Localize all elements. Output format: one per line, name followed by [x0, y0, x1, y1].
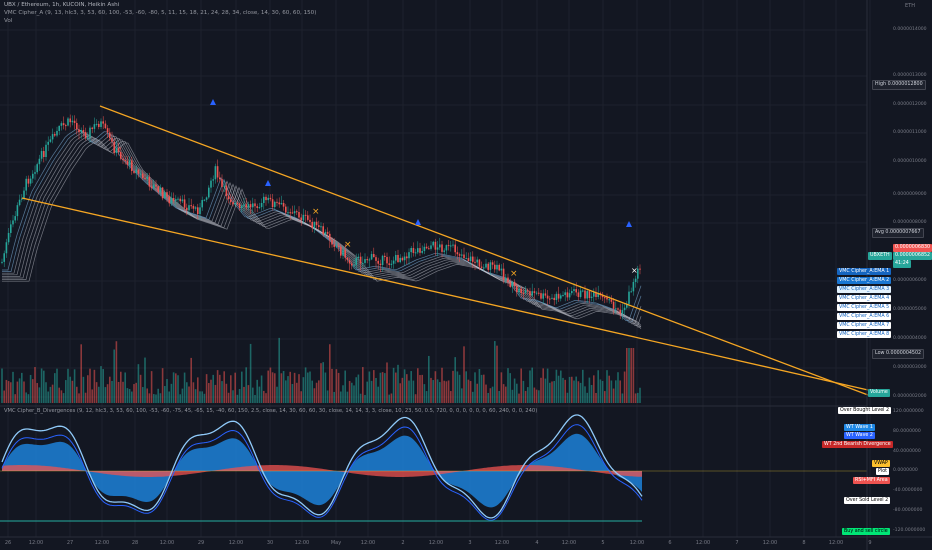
time-axis-label: May: [330, 540, 342, 546]
price-scale-label: 0.0000006000: [893, 278, 927, 283]
current-price-tag: 0.0000006852: [893, 252, 932, 260]
price-scale-label: 0.0000009000: [893, 192, 927, 197]
osc-scale-label: -120.0000000: [893, 528, 926, 533]
time-axis-label: 12:00: [494, 540, 510, 546]
triangle-up-icon: [210, 99, 216, 105]
wt-wave-2-tag: WT Wave 2: [844, 432, 875, 439]
cross-icon: ×: [344, 240, 352, 250]
time-axis-label: 12:00: [28, 540, 44, 546]
time-axis-label: 12:00: [629, 540, 645, 546]
osc-scale-label: 120.0000000: [893, 409, 924, 414]
time-axis-label: 12:00: [428, 540, 444, 546]
volume-bars: [1, 337, 641, 403]
plot-tag: Plot: [876, 468, 890, 475]
price-scale-label: 0.0000002000: [893, 394, 927, 399]
price-scale-label: 0.0000004000: [893, 336, 927, 341]
time-axis-label: 27: [66, 540, 74, 546]
ema-label-7: VMC Cipher_A:EMA 7: [837, 322, 892, 329]
lower-trendline: [21, 197, 869, 391]
bearish-divergence-tag: WT 2nd Bearish Divergence: [822, 441, 893, 448]
time-axis-label: 3: [468, 540, 472, 546]
time-axis-label: 4: [535, 540, 539, 546]
indicator-b-legend[interactable]: VMC Cipher_B_Divergences (9, 12, hlc3, 3…: [4, 408, 538, 414]
time-axis-label: 12:00: [294, 540, 310, 546]
time-axis-label: 12:00: [695, 540, 711, 546]
signal-markers: × × × ×: [210, 99, 638, 279]
osc-scale-label: -80.0000000: [893, 508, 923, 513]
ema-ribbon: [2, 128, 642, 330]
rsimfi-area-tag: RSI+MFI Area: [853, 477, 890, 484]
time-axis-label: 8: [802, 540, 806, 546]
price-scale-label: 0.0000005000: [893, 307, 927, 312]
low-price-tag: Low 0.0000004502: [872, 349, 925, 359]
osc-scale-label: -40.0000000: [893, 488, 923, 493]
ema-label-4: VMC Cipher_A:EMA 4: [837, 295, 892, 302]
time-axis-label: 7: [735, 540, 739, 546]
osc-scale-label: 80.0000000: [893, 429, 921, 434]
time-axis-label: 12:00: [360, 540, 376, 546]
cipher-b-oscillator: [0, 414, 867, 522]
grid-lines: [0, 0, 871, 537]
candles: [1, 114, 641, 320]
overbought-level-tag: Over Bought Level 2: [838, 407, 892, 414]
time-axis-label: 29: [197, 540, 205, 546]
ema-label-6: VMC Cipher_A:EMA 6: [837, 313, 892, 320]
cross-icon: ×: [312, 207, 320, 217]
price-scale-label: 0.0000012000: [893, 102, 927, 107]
ema-label-8: VMC Cipher_A:EMA 8: [837, 331, 892, 338]
oversold-level-tag: Over Sold Level 2: [844, 497, 891, 504]
price-scale-label: 0.0000008000: [893, 220, 927, 225]
vwap-tag: VWAP: [872, 460, 890, 467]
triangle-up-icon: [265, 180, 271, 186]
time-axis-label: 12:00: [159, 540, 175, 546]
price-scale-label: 0.0000014000: [893, 27, 927, 32]
osc-scale-label: 40.0000000: [893, 449, 921, 454]
time-axis-label: 26: [4, 540, 12, 546]
cross-icon: ×: [631, 266, 638, 275]
price-scale-label: 0.0000011000: [893, 130, 927, 135]
time-axis-label: 2: [401, 540, 405, 546]
osc-scale-label: 0.0000000: [893, 468, 918, 473]
ema-label-1: VMC Cipher_A:EMA 1: [837, 268, 892, 275]
candle-countdown: 41:24: [893, 260, 911, 268]
cross-icon: ×: [510, 269, 518, 279]
time-axis-label: 12:00: [762, 540, 778, 546]
time-axis-label: 12:00: [228, 540, 244, 546]
currency-label: ETH: [905, 3, 915, 9]
last-price-tag: 0.0000006830: [893, 244, 932, 252]
wt-wave-1-tag: WT Wave 1: [844, 424, 875, 431]
volume-legend[interactable]: Vol: [4, 18, 13, 24]
time-axis-label: 30: [266, 540, 274, 546]
time-axis-label: 12:00: [828, 540, 844, 546]
ema-label-3: VMC Cipher_A:EMA 3: [837, 286, 892, 293]
time-axis-label: 12:00: [94, 540, 110, 546]
symbol-title[interactable]: UBX / Ethereum, 1h, KUCOIN, Heikin Ashi: [4, 2, 120, 8]
high-price-tag: High 0.0000012800: [872, 80, 926, 90]
buy-sell-circle-tag: Buy and sell circle: [842, 528, 890, 535]
time-axis-label: 28: [131, 540, 139, 546]
triangle-up-icon: [415, 219, 421, 225]
upper-trendline: [99, 105, 869, 396]
time-axis-label: 9: [868, 540, 872, 546]
indicator-a-legend[interactable]: VMC Cipher_A (9, 13, hlc3, 3, 53, 60, 10…: [4, 10, 317, 16]
ema-label-5: VMC Cipher_A:EMA 5: [837, 304, 892, 311]
time-axis-label: 6: [668, 540, 672, 546]
price-scale-label: 0.0000003000: [893, 365, 927, 370]
time-axis-label: 5: [601, 540, 605, 546]
avg-price-tag: Avg 0.0000007667: [872, 228, 924, 238]
price-scale-label: 0.0000013000: [893, 73, 927, 78]
trendlines[interactable]: [21, 105, 869, 396]
symbol-tag: UBXETH: [868, 252, 892, 260]
ema-label-2: VMC Cipher_A:EMA 2: [837, 277, 892, 284]
triangle-up-icon: [626, 221, 632, 227]
time-axis-label: 12:00: [561, 540, 577, 546]
price-scale-label: 0.0000010000: [893, 159, 927, 164]
volume-tag: Volume: [868, 389, 890, 397]
